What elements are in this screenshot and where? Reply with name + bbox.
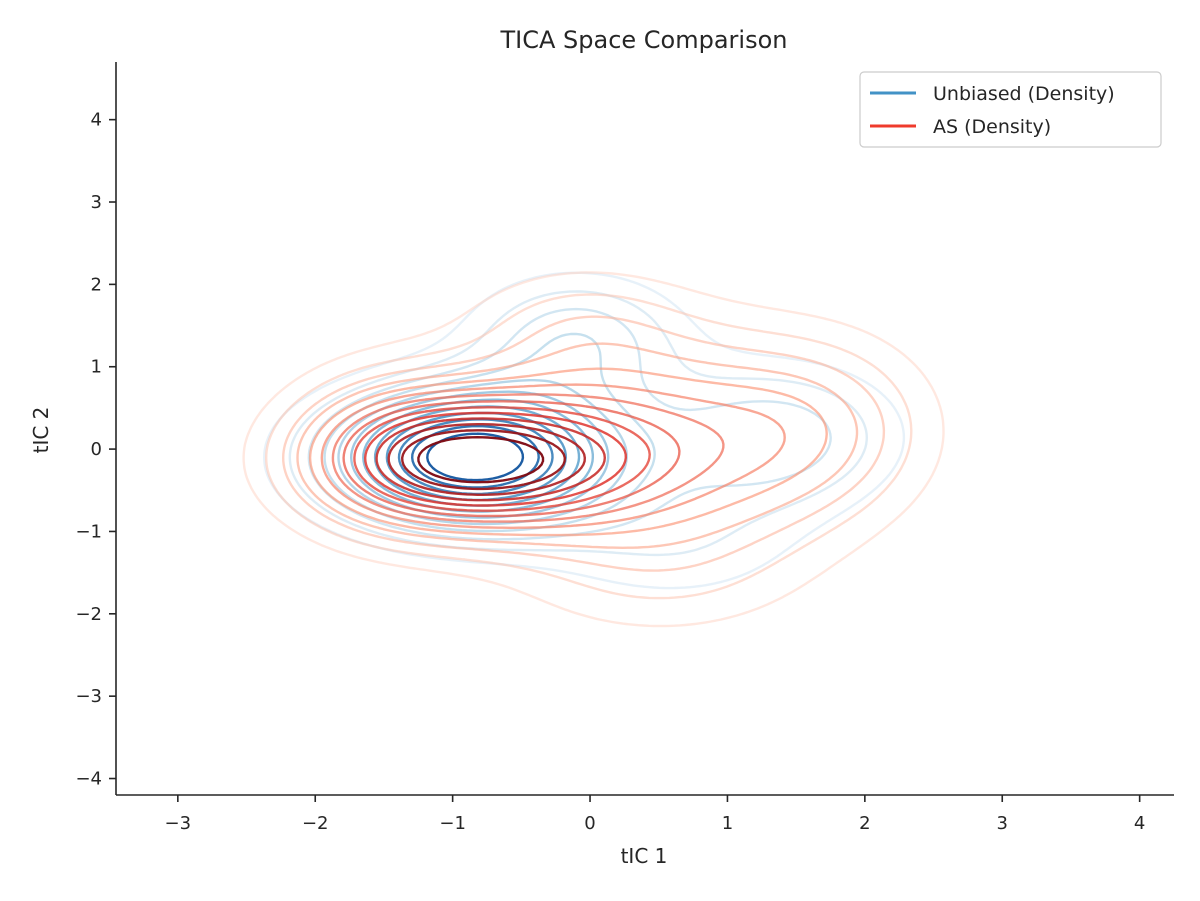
- legend: Unbiased (Density) AS (Density): [859, 71, 1162, 148]
- y-tick-label: −4: [75, 769, 102, 790]
- y-axis-label: tIC 2: [29, 407, 53, 454]
- contour-level-line: [364, 411, 627, 507]
- contour-level-line: [411, 424, 540, 489]
- contour-level-line: [401, 429, 566, 491]
- x-tick-label: 2: [859, 813, 870, 834]
- y-tick-label: 1: [91, 357, 102, 378]
- legend-label-unbiased: Unbiased (Density): [933, 83, 1115, 105]
- contour-level-line: [308, 367, 828, 537]
- y-tick-label: −3: [75, 686, 102, 707]
- contour-level-line: [387, 423, 586, 496]
- y-tick-label: 4: [91, 110, 102, 131]
- y-tick-label: 0: [91, 439, 102, 460]
- contour-level-line: [307, 307, 832, 541]
- x-tick-label: 4: [1134, 813, 1145, 834]
- contour-level-line: [288, 290, 868, 557]
- x-tick-label: 3: [997, 813, 1008, 834]
- contour-level-line: [320, 383, 786, 529]
- x-tick-label: −3: [165, 813, 192, 834]
- legend-label-as: AS (Density): [933, 116, 1051, 138]
- contour-layer: [242, 271, 945, 628]
- x-ticks: −3 −2 −1 0 1 2 3 4: [165, 795, 1145, 834]
- contour-series-as: [242, 271, 945, 628]
- contour-level-line: [242, 271, 945, 628]
- contour-level-line: [296, 342, 859, 549]
- contour-level-line: [265, 293, 913, 600]
- chart-title: TICA Space Comparison: [499, 26, 787, 54]
- y-tick-label: 3: [91, 192, 102, 213]
- contour-level-line: [353, 406, 651, 512]
- contour-level-line: [331, 393, 725, 523]
- x-tick-label: −1: [439, 813, 466, 834]
- contour-level-line: [375, 417, 606, 502]
- x-tick-label: 0: [584, 813, 595, 834]
- y-tick-label: −1: [75, 521, 102, 542]
- y-tick-label: 2: [91, 274, 102, 295]
- x-tick-label: 1: [722, 813, 733, 834]
- contour-level-line: [282, 315, 886, 572]
- contour-level-line: [417, 436, 545, 484]
- y-tick-label: −2: [75, 604, 102, 625]
- y-ticks: −4 −3 −2 −1 0 1 2 3 4: [75, 110, 116, 790]
- x-tick-label: −2: [302, 813, 329, 834]
- contour-level-line: [342, 400, 681, 518]
- plot-area: [242, 271, 945, 628]
- legend-box: [859, 71, 1162, 148]
- x-axis-label: tIC 1: [621, 844, 668, 868]
